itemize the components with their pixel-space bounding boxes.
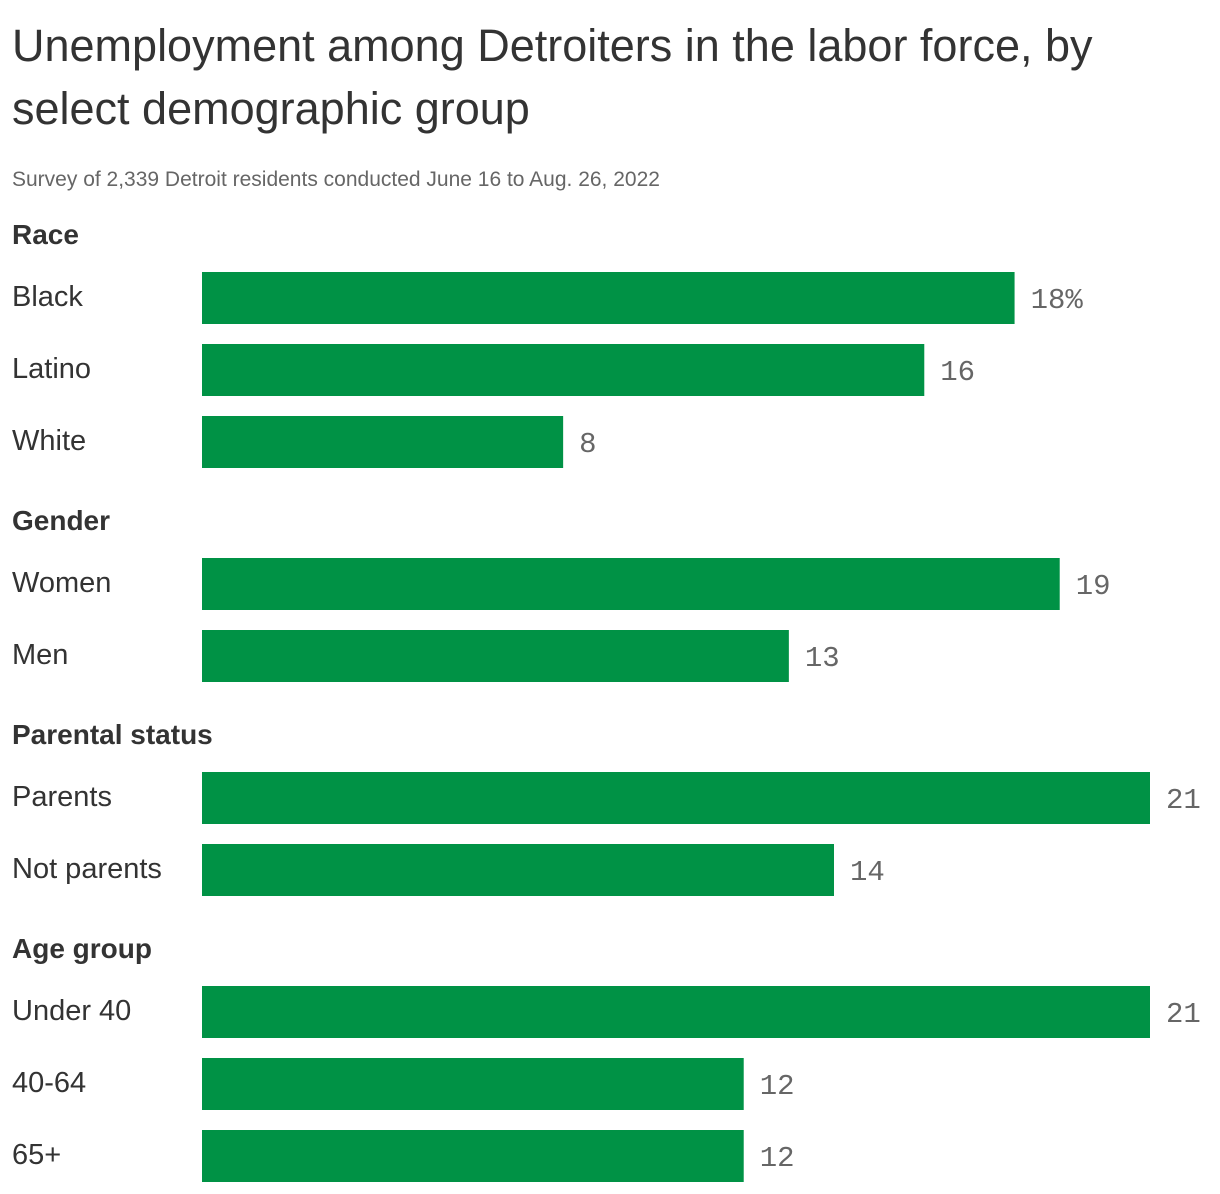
- category-label: Not parents: [12, 853, 162, 885]
- value-label: 21: [1166, 998, 1201, 1031]
- value-label: 19: [1076, 570, 1111, 603]
- bar: [202, 272, 1015, 324]
- value-label: 18%: [1031, 284, 1084, 317]
- category-label: Men: [12, 639, 68, 671]
- bar: [202, 844, 834, 896]
- bar: [202, 630, 789, 682]
- bar: [202, 1058, 744, 1110]
- bar: [202, 986, 1150, 1038]
- category-label: Parents: [12, 781, 112, 813]
- group-label: Gender: [12, 505, 110, 536]
- value-label: 21: [1166, 784, 1201, 817]
- bar: [202, 344, 925, 396]
- category-label: Black: [12, 281, 83, 313]
- chart-subtitle: Survey of 2,339 Detroit residents conduc…: [12, 168, 660, 191]
- category-label: Latino: [12, 353, 91, 385]
- value-label: 16: [940, 356, 975, 389]
- group-label: Parental status: [12, 719, 213, 750]
- bar: [202, 558, 1060, 610]
- category-label: 65+: [12, 1139, 61, 1171]
- value-label: 12: [760, 1070, 795, 1103]
- chart-title: Unemployment among Detroiters in the lab…: [12, 20, 1093, 134]
- group-label: Race: [12, 219, 79, 250]
- value-label: 13: [805, 642, 840, 675]
- category-label: 40-64: [12, 1067, 86, 1099]
- bar: [202, 1130, 744, 1182]
- value-label: 12: [760, 1142, 795, 1175]
- value-label: 14: [850, 856, 885, 889]
- value-label: 8: [579, 428, 596, 461]
- category-label: Women: [12, 567, 111, 599]
- category-label: Under 40: [12, 995, 131, 1027]
- group-label: Age group: [12, 933, 152, 964]
- bar: [202, 772, 1150, 824]
- category-label: White: [12, 425, 86, 457]
- bar: [202, 416, 564, 468]
